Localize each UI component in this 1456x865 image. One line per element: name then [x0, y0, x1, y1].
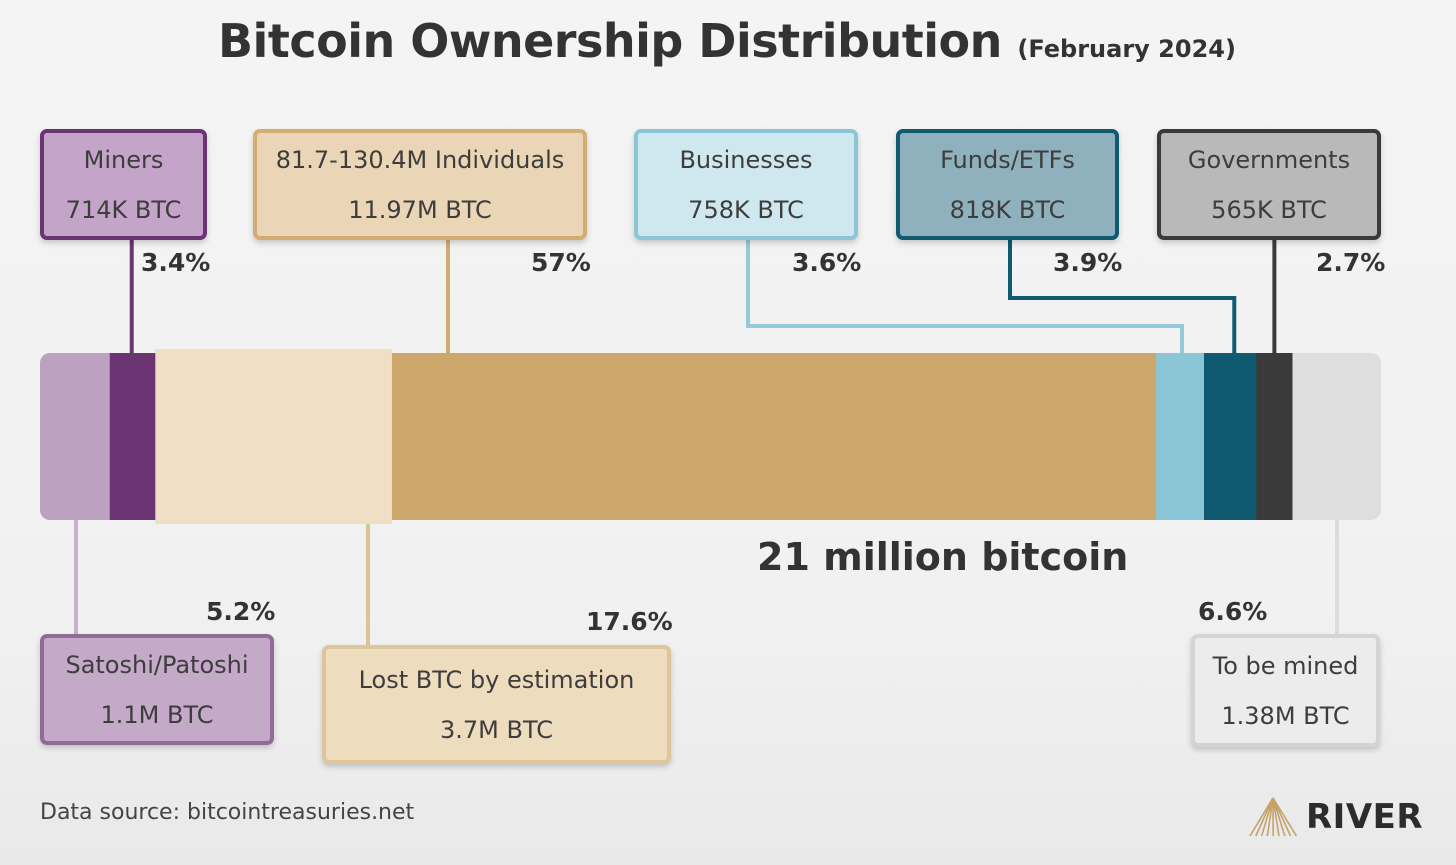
businesses-name: Businesses — [679, 145, 813, 174]
individuals-label-box: 81.7-130.4M Individuals 11.97M BTC — [253, 129, 587, 240]
satoshi-btc: 1.1M BTC — [100, 700, 214, 729]
to-mine-name: To be mined — [1212, 651, 1359, 680]
lost-name: Lost BTC by estimation — [358, 665, 635, 694]
satoshi-label-box: Satoshi/Patoshi 1.1M BTC — [40, 634, 274, 745]
chart-title-main: Bitcoin Ownership Distribution — [218, 14, 1002, 68]
to-mine-percent: 6.6% — [1198, 597, 1268, 626]
chart-title: Bitcoin Ownership Distribution (February… — [218, 14, 1236, 68]
bar-segment-satoshi — [40, 353, 111, 520]
to-mine-label-box: To be mined 1.38M BTC — [1191, 634, 1380, 747]
chart-subtitle: (February 2024) — [1017, 35, 1236, 63]
river-logo-icon — [1249, 797, 1298, 837]
miners-name: Miners — [83, 145, 164, 174]
bar-segment-businesses — [1155, 353, 1205, 520]
satoshi-name: Satoshi/Patoshi — [65, 650, 249, 679]
governments-btc: 565K BTC — [1211, 195, 1327, 224]
bar-segment-miners — [109, 353, 156, 520]
total-supply-label: 21 million bitcoin — [757, 535, 1129, 579]
miners-label-box: Miners 714K BTC — [40, 129, 207, 240]
miners-percent: 3.4% — [141, 248, 211, 277]
river-logo-wordmark: RIVER — [1306, 797, 1424, 837]
bar-segment-to_mine — [1292, 353, 1381, 520]
individuals-btc: 11.97M BTC — [348, 195, 492, 224]
funds-name: Funds/ETFs — [940, 145, 1075, 174]
lost-btc: 3.7M BTC — [440, 715, 553, 744]
businesses-label-box: Businesses 758K BTC — [634, 129, 858, 240]
bar-segment-lost — [155, 349, 392, 524]
funds-btc: 818K BTC — [949, 195, 1066, 224]
governments-label-box: Governments 565K BTC — [1157, 129, 1381, 240]
satoshi-percent: 5.2% — [206, 597, 276, 626]
businesses-percent: 3.6% — [792, 248, 862, 277]
bar-segment-individuals — [391, 353, 1157, 520]
funds-label-box: Funds/ETFs 818K BTC — [896, 129, 1119, 240]
data-source: Data source: bitcointreasuries.net — [40, 800, 415, 825]
to-mine-btc: 1.38M BTC — [1221, 701, 1350, 730]
individuals-name: 81.7-130.4M Individuals — [275, 145, 565, 174]
river-logo: RIVER — [1246, 796, 1423, 838]
lost-percent: 17.6% — [586, 607, 673, 636]
bar-segment-funds — [1203, 353, 1257, 520]
governments-name: Governments — [1187, 145, 1351, 174]
stacked-bar — [40, 353, 1381, 520]
miners-btc: 714K BTC — [65, 195, 182, 224]
lost-label-box: Lost BTC by estimation 3.7M BTC — [322, 645, 671, 764]
governments-percent: 2.7% — [1316, 248, 1386, 277]
businesses-btc: 758K BTC — [688, 195, 804, 224]
connector-businesses — [746, 240, 1184, 353]
funds-percent: 3.9% — [1053, 248, 1123, 277]
individuals-percent: 57% — [531, 248, 591, 277]
connector-funds — [1008, 240, 1237, 353]
bar-segment-governments — [1256, 353, 1294, 520]
